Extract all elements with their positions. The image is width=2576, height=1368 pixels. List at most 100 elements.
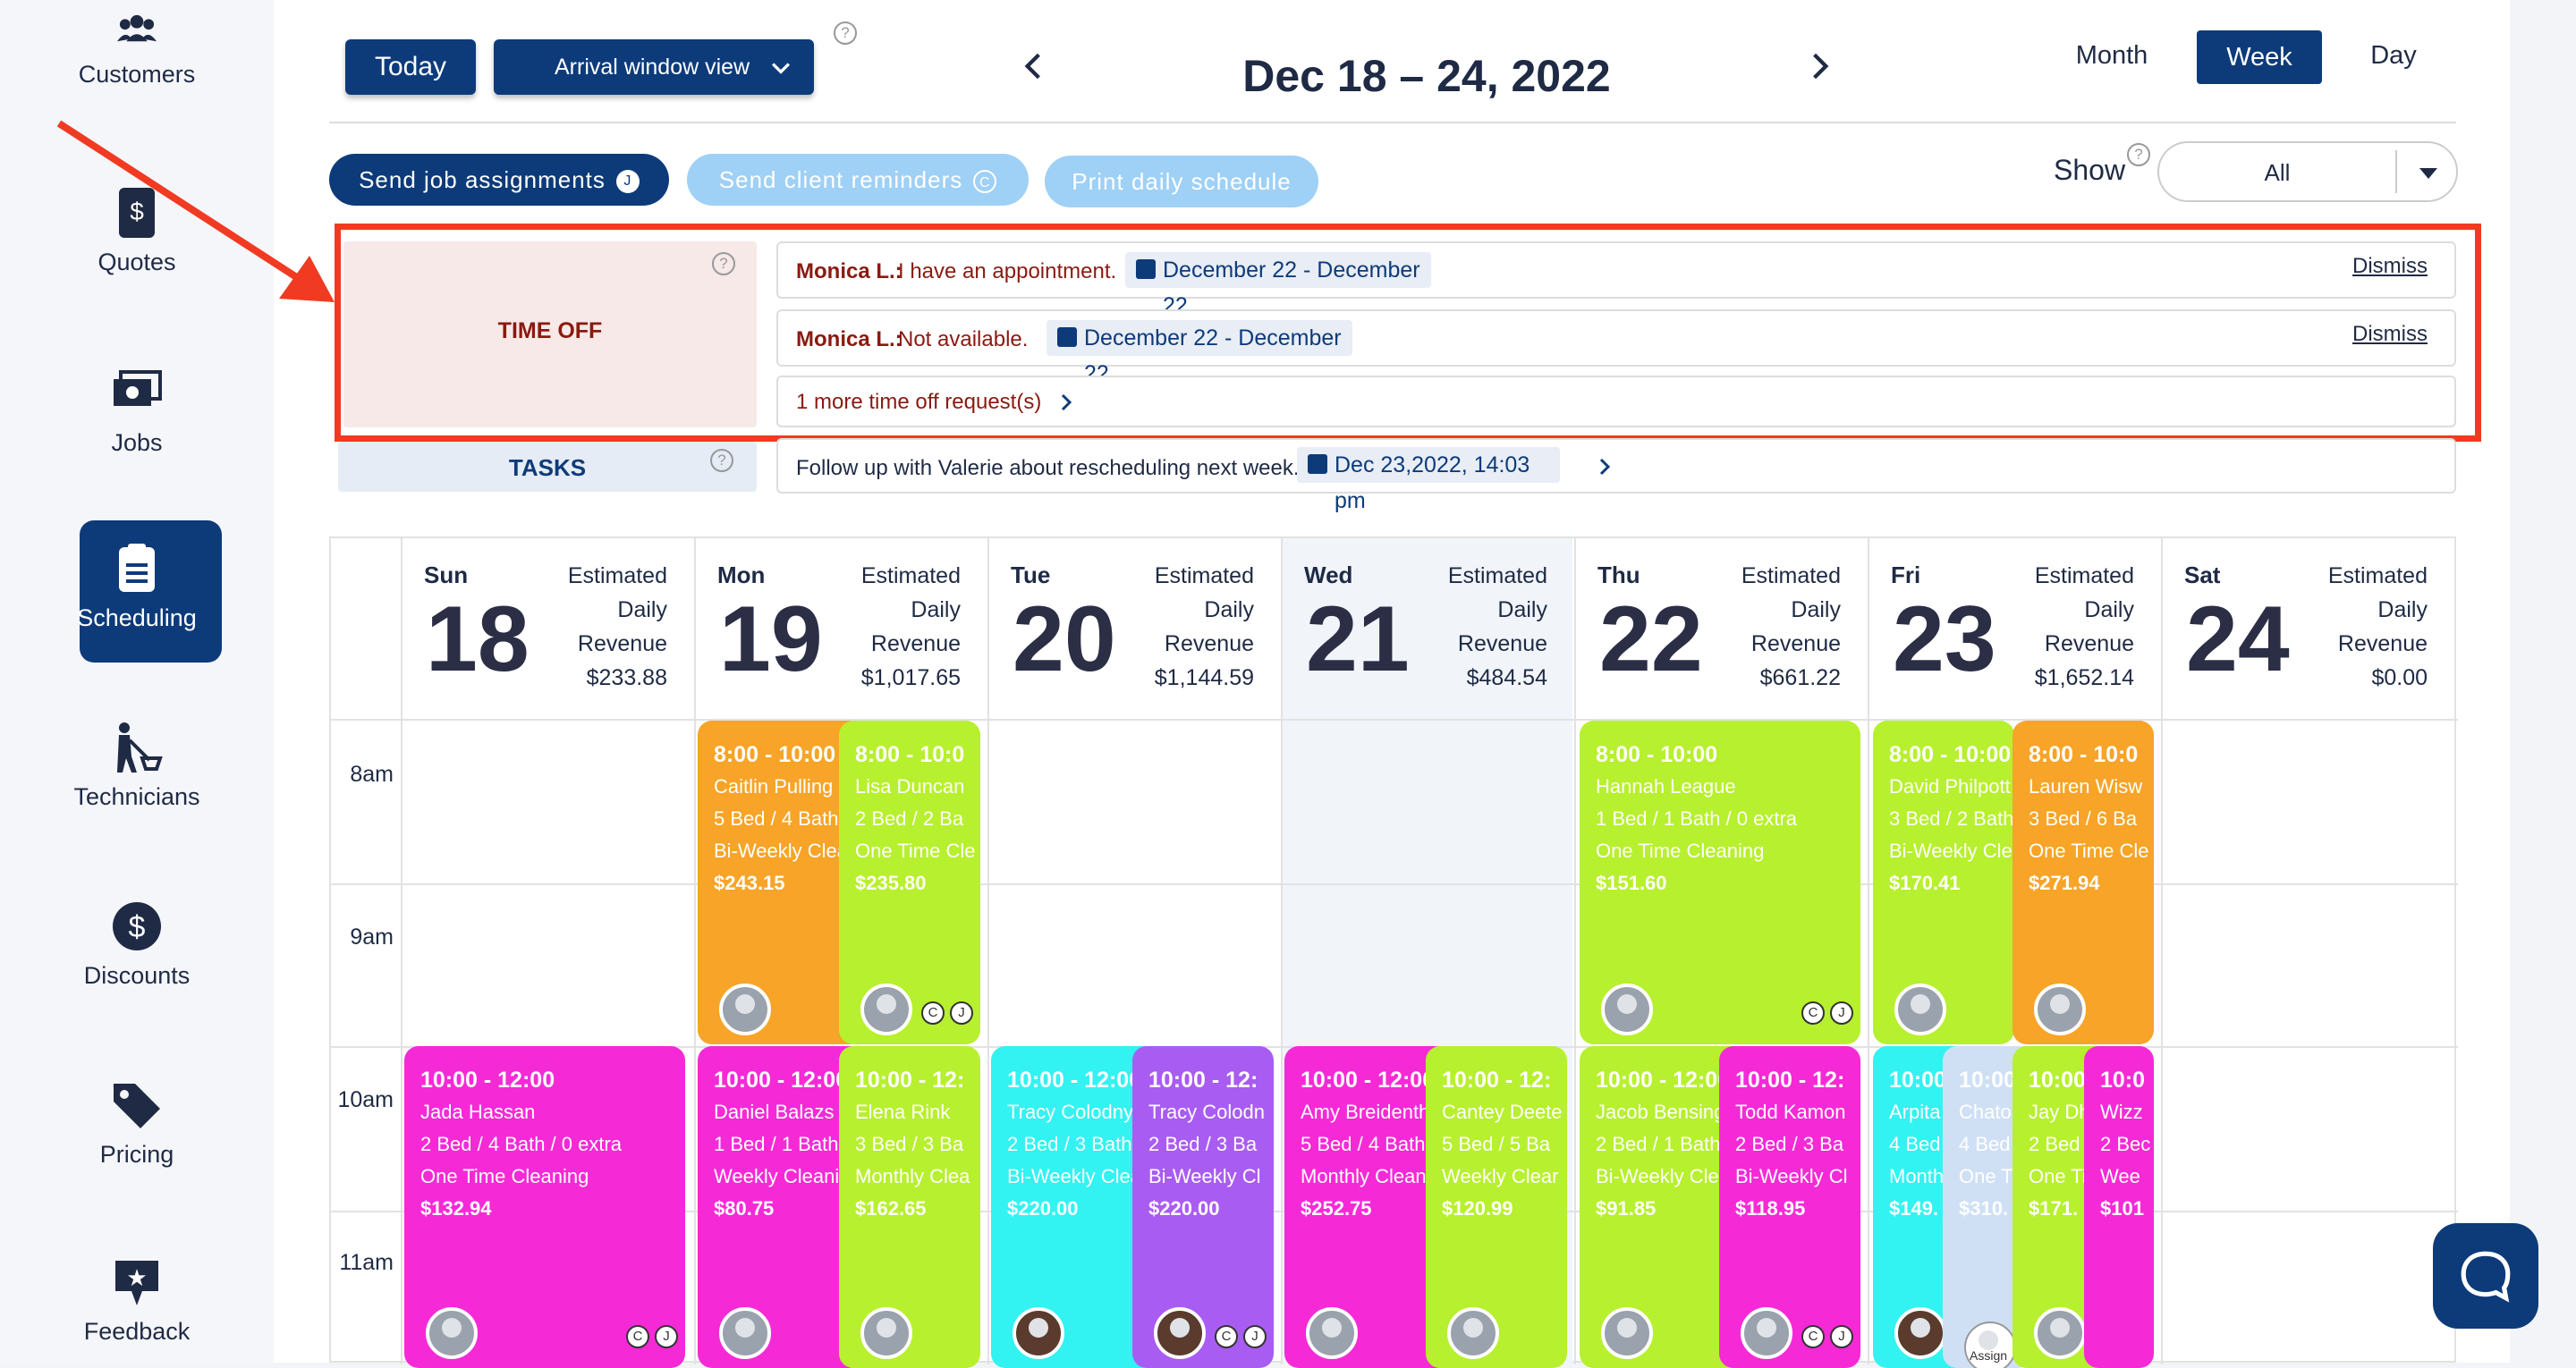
sidebar-item-label: Discounts [83,962,191,989]
job-time: 10:00 - 12:00 [714,1068,849,1093]
job-card[interactable]: 10:00 - 12:00 Jacob Bensinge 2 Bed / 1 Bat… [1580,1046,1746,1368]
send-client-reminders-button[interactable]: Send client reminders C [687,154,1029,206]
day-number[interactable]: 20 [1013,587,1116,691]
send-job-label: Send job assignments [359,166,606,193]
job-type: Bi-Weekly Cl [1735,1165,1848,1187]
task-row[interactable]: Follow up with Valerie about reschedulin… [776,438,2456,513]
annotation-arrow [56,120,335,302]
job-type: One Time Cle [2029,840,2149,862]
next-week-button[interactable] [1810,52,1830,80]
sidebar-item-quotes[interactable]: $ Quotes [0,186,274,276]
chat-button[interactable] [2433,1223,2538,1329]
view-day-tab[interactable]: Day [2370,41,2417,70]
technician-avatar[interactable] [860,984,912,1035]
technician-avatar[interactable] [2034,1307,2086,1359]
job-rooms: 2 Bed / 3 Ba [1148,1133,1258,1155]
view-month-tab[interactable]: Month [2075,41,2148,70]
job-card[interactable]: 8:00 - 10:00 Hannah League 1 Bed / 1 Bath … [1580,721,1860,1044]
job-time: 10:00 [2029,1068,2086,1093]
technician-avatar[interactable] [1306,1307,1358,1359]
job-price: $118.95 [1735,1197,1806,1220]
technician-avatar[interactable] [860,1307,912,1359]
job-price: $120.99 [1442,1197,1513,1220]
job-card[interactable]: 10:00 - 12:00 Tracy Colodny 2 Bed / 3 Bath… [991,1046,1157,1368]
time-off-request-row: Monica L.: Not available. December 22 - … [776,309,2456,386]
help-icon[interactable]: ? [712,252,735,275]
job-card[interactable]: 8:00 - 10:00 Caitlin Pulling 5 Bed / 4 Bat… [698,721,864,1044]
requester-name: Monica L.: [796,327,902,351]
technician-avatar[interactable] [2034,984,2086,1035]
print-daily-schedule-button[interactable]: Print daily schedule [1045,156,1318,207]
hour-line [331,883,2458,885]
day-number[interactable]: 19 [719,587,823,691]
job-card[interactable]: 10:00 - 12: Todd Kamon 2 Bed / 3 Ba Bi-Week… [1719,1046,1860,1368]
chevron-down-icon [772,63,790,74]
sidebar-item-pricing[interactable]: Pricing [0,1078,274,1169]
feedback-icon: ★ [115,1261,158,1305]
job-card[interactable]: 10:00 - 12:00 Amy Breidenthe 5 Bed / 4 Bat… [1284,1046,1451,1368]
hour-label: 11am [339,1250,394,1275]
job-card[interactable]: 8:00 - 10:0 Lauren Wisw 3 Bed / 6 Ba One Ti… [2012,721,2154,1044]
job-card[interactable]: 8:00 - 10:00 David Philpott 3 Bed / 2 Bath… [1873,721,2014,1044]
task-date-chip: Dec 23,2022, 14:03 pm [1297,447,1560,513]
technician-avatar[interactable] [1894,1307,1946,1359]
day-number[interactable]: 21 [1306,587,1410,691]
technician-avatar[interactable] [1154,1307,1206,1359]
job-card[interactable]: 10:00 - 12: Cantey Deete 5 Bed / 5 Ba Weekl… [1426,1046,1567,1368]
today-button[interactable]: Today [345,39,476,95]
revenue-value: $661.22 [1759,665,1841,690]
svg-text:$: $ [129,910,146,944]
dismiss-link[interactable]: Dismiss [2352,322,2428,346]
technician-avatar[interactable] [719,984,771,1035]
time-off-panel: TIME OFF ? [343,241,757,427]
previous-week-button[interactable] [1023,52,1043,80]
customers-icon [117,14,157,42]
help-icon[interactable]: ? [2127,143,2150,166]
day-column-divider [694,538,696,1364]
technician-avatar[interactable] [719,1307,771,1359]
sidebar-item-discounts[interactable]: $ Discounts [0,899,274,990]
revenue-label: Revenue [870,631,961,656]
revenue-label: Daily [1204,597,1254,622]
revenue-value: $0.00 [2371,665,2428,690]
send-job-assignments-button[interactable]: Send job assignments J [329,154,669,206]
technician-avatar[interactable] [1741,1307,1792,1359]
sidebar-item-jobs[interactable]: Jobs [0,367,274,457]
sidebar-item-label: Customers [78,61,196,88]
technician-avatar[interactable]: Assign [1964,1322,2016,1368]
job-price: $151.60 [1596,872,1667,894]
help-icon[interactable]: ? [710,449,733,472]
day-number[interactable]: 18 [426,587,530,691]
dismiss-link[interactable]: Dismiss [2352,254,2428,278]
arrival-window-dropdown[interactable]: Arrival window view [494,39,814,95]
technician-avatar[interactable] [1894,984,1946,1035]
day-number[interactable]: 24 [2186,587,2290,691]
sidebar-item-customers[interactable]: Customers [0,13,274,89]
day-number[interactable]: 22 [1599,587,1703,691]
job-card[interactable]: 10:00 - 12:00 Jada Hassan 2 Bed / 4 Bath /… [404,1046,685,1368]
technician-avatar[interactable] [1013,1307,1064,1359]
sidebar-item-feedback[interactable]: ★ Feedback [0,1255,274,1346]
technician-avatar[interactable] [1601,1307,1653,1359]
job-card[interactable]: 10:00 - 12: Elena Rink 3 Bed / 3 Ba Monthly… [839,1046,980,1368]
sidebar-item-scheduling[interactable]: Scheduling [0,520,274,663]
job-type: Monthly Clea [855,1165,970,1187]
view-week-tab[interactable]: Week [2197,30,2322,84]
technician-avatar[interactable] [426,1307,478,1359]
help-icon[interactable]: ? [834,21,857,45]
job-card[interactable]: 8:00 - 10:0 Lisa Duncan 2 Bed / 2 Ba One Ti… [839,721,980,1044]
more-time-off-requests-row[interactable]: 1 more time off request(s) [776,376,2456,427]
job-customer: Wizz [2100,1101,2143,1123]
job-card[interactable]: 10:00 - 12: Tracy Colodn 2 Bed / 3 Ba Bi-We… [1132,1046,1274,1368]
day-number[interactable]: 23 [1893,587,1996,691]
technician-avatar[interactable] [1601,984,1653,1035]
job-customer: Caitlin Pulling [714,775,834,798]
technician-avatar[interactable] [1447,1307,1499,1359]
tasks-panel: TASKS ? [338,442,757,492]
sidebar-item-technicians[interactable]: Technicians [0,721,274,811]
client-reminder-icon: C [921,1001,945,1025]
job-type: Bi-Weekly Cl [1148,1165,1261,1187]
job-card[interactable]: 10:0 Wizz 2 Bec Wee $101 [2084,1046,2154,1368]
show-filter-select[interactable]: All [2157,141,2458,202]
job-card[interactable]: 10:00 - 12:00 Daniel Balazs 1 Bed / 1 Bath… [698,1046,864,1368]
